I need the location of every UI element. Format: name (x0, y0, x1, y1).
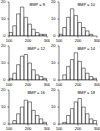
svg-text:300: 300 (44, 38, 50, 43)
html-text:BMP = 14: BMP = 14 (77, 46, 95, 51)
svg-text:100: 100 (8, 126, 13, 131)
svg-text:20: 20 (51, 0, 56, 4)
svg-text:100: 100 (56, 38, 63, 43)
html-text:BMP = 16: BMP = 16 (27, 90, 45, 95)
html-text:BMP = 10: BMP = 10 (77, 2, 95, 7)
svg-text:10: 10 (51, 104, 56, 109)
svg-text:200: 200 (25, 126, 32, 131)
svg-text:10: 10 (51, 60, 56, 65)
svg-text:200: 200 (25, 38, 32, 43)
svg-text:0: 0 (53, 121, 56, 126)
html-text:BMP = 12: BMP = 12 (27, 46, 45, 51)
svg-text:20: 20 (51, 44, 56, 48)
svg-text:300: 300 (44, 82, 50, 87)
svg-text:0: 0 (53, 33, 56, 38)
svg-text:300: 300 (44, 126, 50, 131)
svg-text:200: 200 (75, 38, 82, 43)
svg-text:200: 200 (75, 82, 82, 87)
svg-text:100: 100 (56, 82, 63, 87)
svg-text:100: 100 (8, 82, 13, 87)
svg-text:20: 20 (51, 88, 56, 92)
svg-text:10: 10 (51, 16, 56, 21)
svg-text:100: 100 (56, 126, 63, 131)
svg-text:100: 100 (8, 38, 13, 43)
html-text:BMP = 8: BMP = 8 (29, 2, 45, 7)
svg-text:200: 200 (75, 126, 82, 131)
svg-text:0: 0 (53, 77, 56, 82)
svg-text:200: 200 (25, 82, 32, 87)
html-text:BMP = 18: BMP = 18 (77, 90, 95, 95)
